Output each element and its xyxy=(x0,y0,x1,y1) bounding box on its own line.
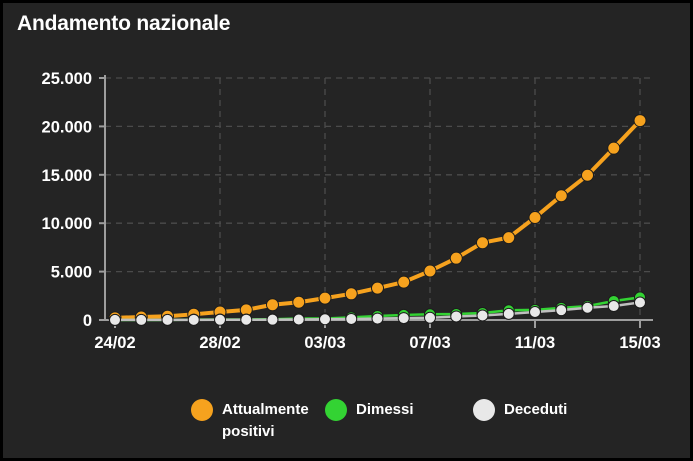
legend-label: Attualmente positivi xyxy=(222,401,309,440)
data-point xyxy=(502,307,515,320)
x-tick-label: 11/03 xyxy=(515,334,555,352)
chart-legend: Attualmente positivi Dimessi Deceduti xyxy=(3,399,690,449)
data-point xyxy=(266,298,279,312)
legend-item-deceduti[interactable]: Deceduti xyxy=(473,399,567,421)
y-tick-label: 10.000 xyxy=(42,215,92,233)
data-point xyxy=(607,141,621,155)
legend-item-attualmente-positivi[interactable]: Attualmente positivi xyxy=(191,399,334,443)
data-point xyxy=(633,114,647,128)
data-point xyxy=(555,304,568,317)
data-point xyxy=(581,168,594,182)
data-point xyxy=(292,313,305,326)
gridlines xyxy=(105,77,653,320)
data-point xyxy=(135,313,148,326)
data-point xyxy=(502,231,516,245)
series-attualmente-positivi xyxy=(108,114,647,325)
y-tick-label: 15.000 xyxy=(42,167,92,185)
x-tick-label: 24/02 xyxy=(94,334,135,352)
x-tick-label: 28/02 xyxy=(199,334,240,352)
data-point xyxy=(423,264,437,278)
line-chart-canvas: 0 5.000 10.000 15.000 20.000 25.000 24/02 28/02… xyxy=(42,70,661,352)
data-point xyxy=(187,313,200,326)
data-point xyxy=(450,310,463,323)
data-point xyxy=(161,313,174,326)
data-point xyxy=(397,275,411,289)
legend-label: Dimessi xyxy=(356,401,414,418)
data-point xyxy=(214,313,226,326)
data-point xyxy=(371,281,384,295)
x-tick-label: 15/03 xyxy=(619,334,660,352)
data-point xyxy=(344,287,358,301)
data-point xyxy=(397,312,410,325)
data-point xyxy=(449,251,463,265)
legend-item-dimessi[interactable]: Dimessi xyxy=(325,399,414,421)
data-point xyxy=(424,311,436,324)
y-axis-labels: 0 5.000 10.000 15.000 20.000 25.000 xyxy=(42,70,92,330)
legend-swatch-green-circle-icon xyxy=(325,399,347,421)
data-point xyxy=(554,189,568,203)
x-tick-label: 03/03 xyxy=(304,334,345,352)
data-point xyxy=(345,312,358,325)
legend-swatch-orange-circle-icon xyxy=(191,399,213,421)
data-point xyxy=(109,313,121,326)
y-tick-label: 0 xyxy=(83,312,92,330)
y-tick-label: 5.000 xyxy=(51,264,92,282)
data-point xyxy=(476,309,489,322)
data-point xyxy=(581,301,594,314)
y-tick-label: 25.000 xyxy=(42,70,92,88)
series-deceduti xyxy=(109,296,646,326)
data-point xyxy=(529,305,541,318)
x-axis-labels: 24/02 28/02 03/03 07/03 11/03 15/03 xyxy=(94,334,660,352)
page-title: Andamento nazionale xyxy=(17,12,231,35)
data-point xyxy=(634,296,646,309)
data-point xyxy=(476,236,489,250)
data-point xyxy=(371,312,384,325)
legend-swatch-white-circle-icon xyxy=(473,399,495,421)
data-point xyxy=(319,313,331,326)
data-point xyxy=(318,291,332,305)
legend-label: Deceduti xyxy=(504,401,568,418)
data-point xyxy=(240,313,253,326)
data-point xyxy=(292,295,306,309)
x-tick-label: 07/03 xyxy=(409,334,450,352)
data-point xyxy=(607,300,620,313)
data-point xyxy=(528,210,542,224)
y-tick-label: 20.000 xyxy=(42,118,92,136)
data-point xyxy=(266,313,279,326)
